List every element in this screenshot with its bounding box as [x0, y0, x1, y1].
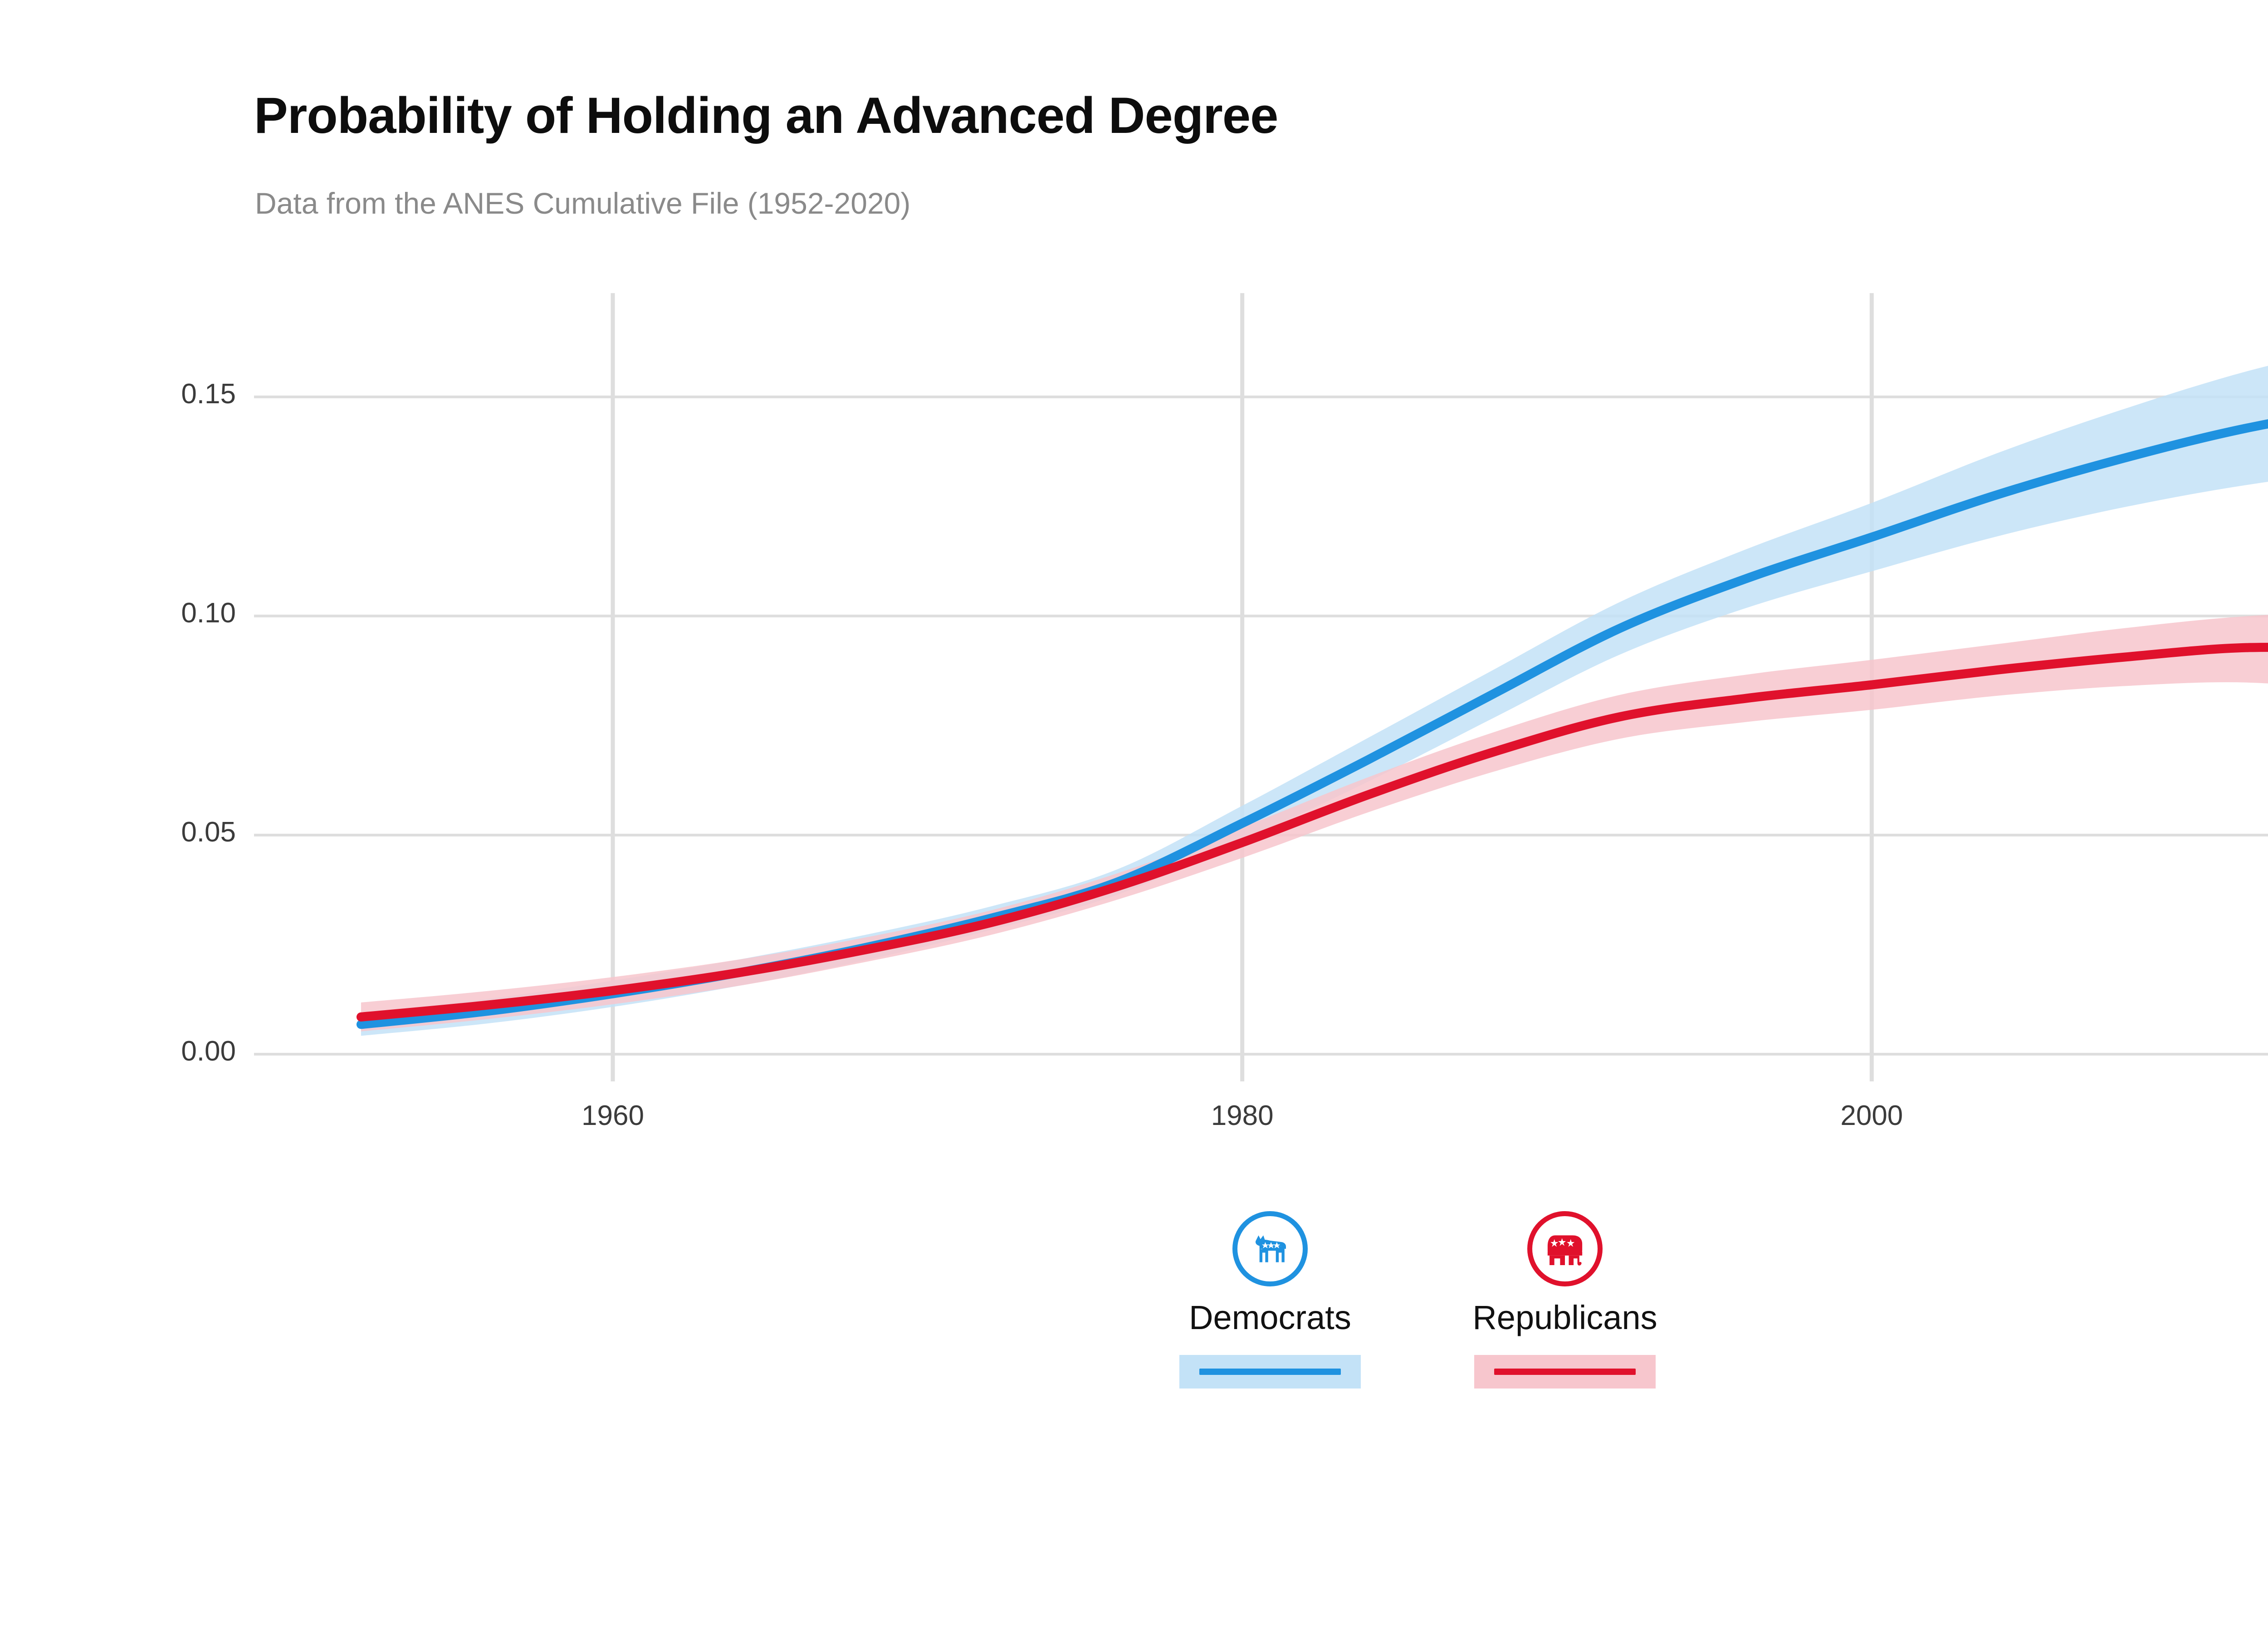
x-tick-label: 1980: [1211, 1100, 1274, 1131]
confidence-bands: [361, 366, 2268, 1036]
legend-line-republicans: [1494, 1369, 1636, 1375]
page-subtitle: Data from the ANES Cumulative File (1952…: [255, 186, 911, 220]
y-tick-label: 0.15: [181, 378, 236, 410]
chart-legend: Democrats Repub: [1129, 1211, 1774, 1483]
x-tick-label: 2000: [1840, 1100, 1903, 1131]
page-title: Probability of Holding an Advanced Degre…: [254, 87, 1278, 144]
legend-key-democrats: [1179, 1355, 1361, 1389]
y-tick-label: 0.10: [181, 597, 236, 629]
y-tick-label: 0.05: [181, 816, 236, 848]
legend-item-republicans[interactable]: Republicans: [1452, 1211, 1678, 1389]
legend-item-democrats[interactable]: Democrats: [1157, 1211, 1383, 1389]
legend-key-republicans: [1474, 1355, 1656, 1389]
democrat-donkey-icon: [1232, 1211, 1308, 1286]
trend-lines: [356, 419, 2268, 1029]
confidence-band-republicans: [361, 615, 2268, 1032]
confidence-band-democrats: [361, 366, 2268, 1036]
legend-label-republicans: Republicans: [1472, 1299, 1657, 1336]
x-tick-label: 1960: [582, 1100, 644, 1131]
trend-line-republicans: [356, 642, 2268, 1022]
y-tick-label: 0.00: [181, 1036, 236, 1067]
legend-line-democrats: [1199, 1369, 1341, 1375]
legend-label-democrats: Democrats: [1189, 1299, 1351, 1336]
republican-elephant-icon: [1527, 1211, 1603, 1286]
